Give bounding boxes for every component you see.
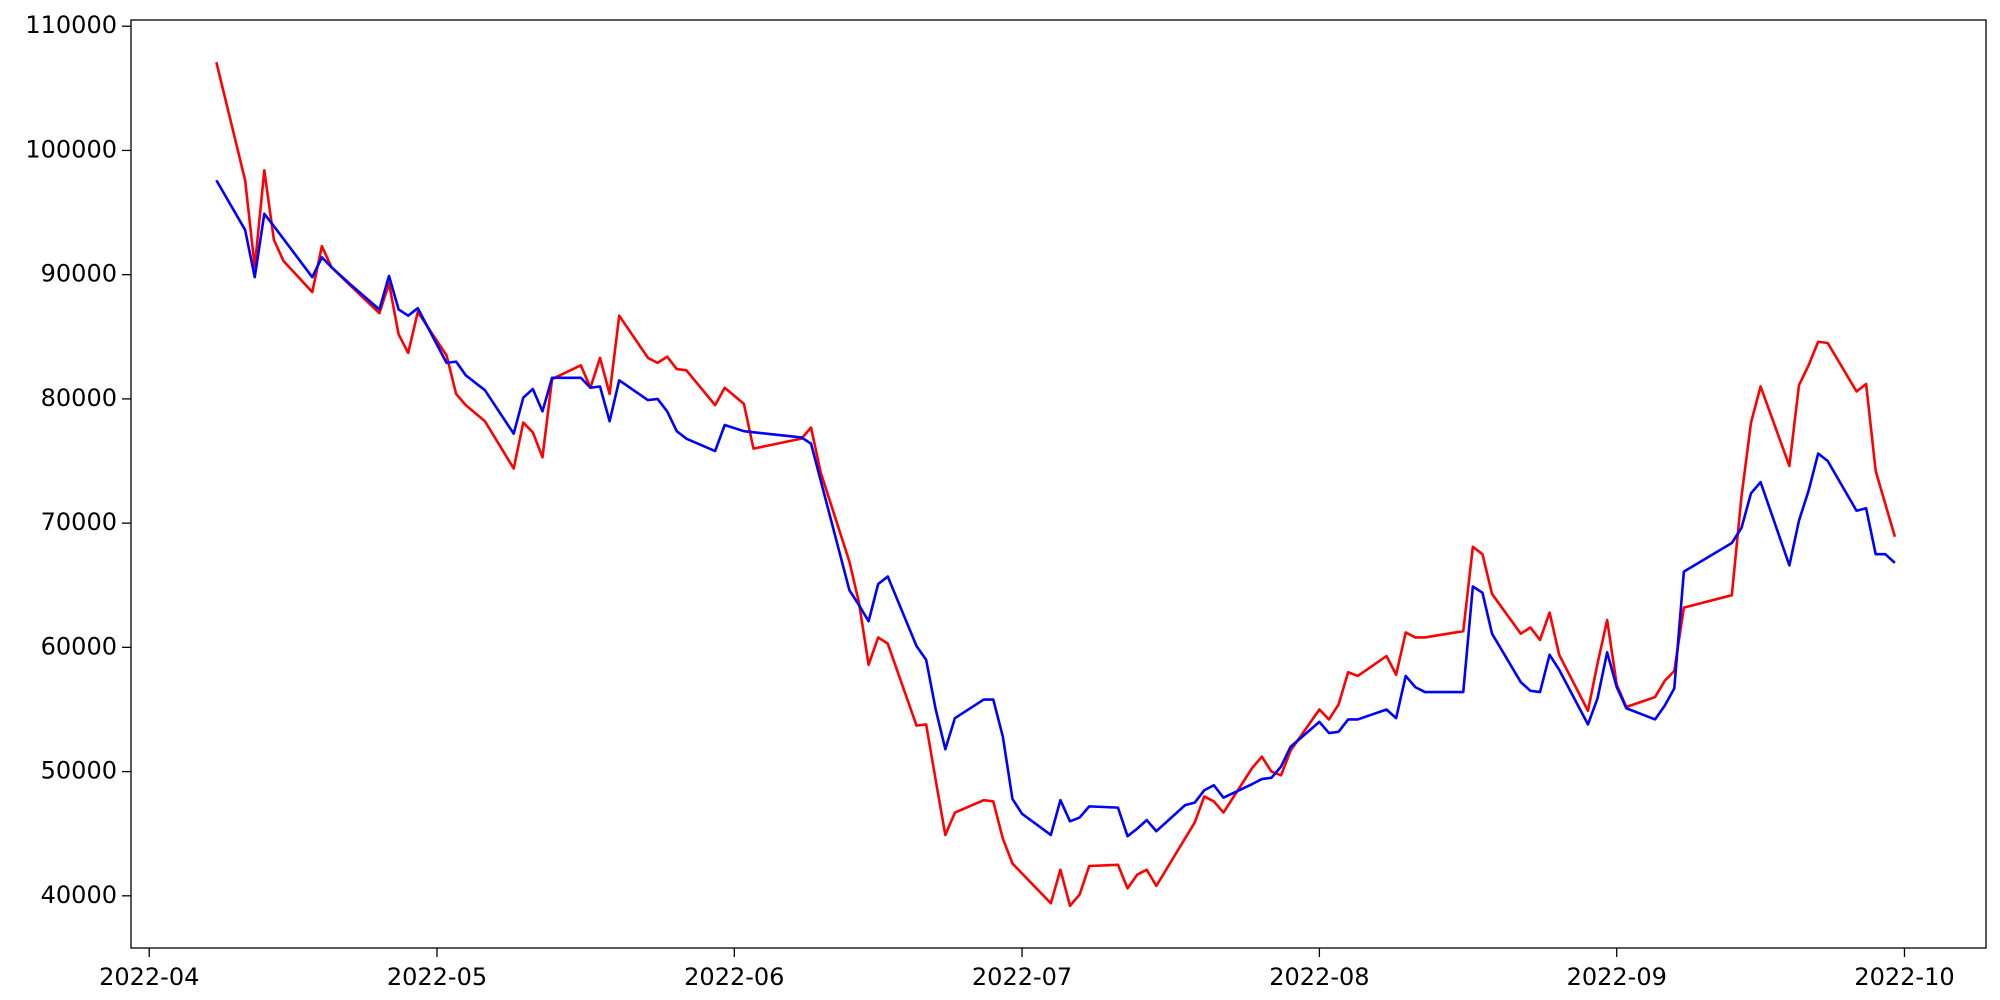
- line-series: [215, 61, 1897, 908]
- x-tick-label: 2022-09: [1567, 963, 1667, 991]
- x-tick-label: 2022-07: [972, 963, 1072, 991]
- x-tick-label: 2022-06: [684, 963, 784, 991]
- y-tick-label: 110000: [25, 11, 117, 39]
- y-tick-label: 90000: [41, 260, 117, 288]
- x-tick-label: 2022-08: [1269, 963, 1369, 991]
- x-tick-label: 2022-04: [99, 963, 199, 991]
- plot-frame: [130, 19, 1987, 949]
- y-tick-label: 70000: [41, 508, 117, 536]
- x-tick-label: 2022-05: [387, 963, 487, 991]
- y-tick-label: 100000: [25, 135, 117, 163]
- y-tick-label: 80000: [41, 384, 117, 412]
- y-tick-label: 60000: [41, 632, 117, 660]
- y-tick-label: 40000: [41, 881, 117, 909]
- y-tick-label: 50000: [41, 757, 117, 785]
- x-tick-label: 2022-10: [1854, 963, 1954, 991]
- line-series: [215, 179, 1896, 838]
